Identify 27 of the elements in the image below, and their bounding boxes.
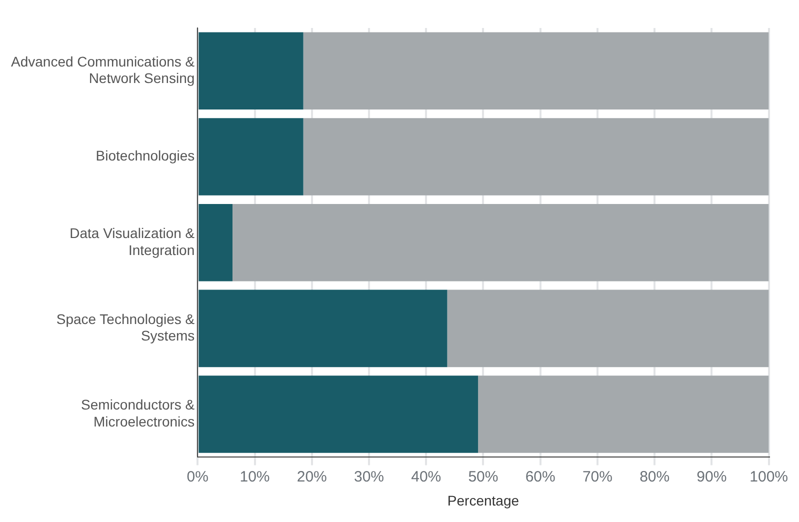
y-tick-label: Advanced Communications & Network Sensing: [10, 53, 196, 86]
x-tick-label: 100%: [750, 468, 788, 486]
x-tick-label: 30%: [354, 468, 384, 486]
bar: [198, 32, 304, 110]
bar: [198, 376, 478, 453]
x-tick-label: 60%: [525, 468, 556, 486]
bar: [232, 204, 769, 282]
x-tick-label: 40%: [411, 468, 442, 486]
y-tick-label: Semiconductors & Microelectronics: [81, 396, 196, 430]
bar: [198, 118, 304, 196]
x-tick-label: 80%: [640, 468, 670, 486]
bar: [478, 376, 769, 453]
bar: [303, 118, 769, 196]
bar: [303, 32, 769, 110]
bar: [198, 204, 232, 282]
x-tick-label: 50%: [468, 468, 498, 486]
x-tick-label: 0%: [186, 468, 208, 486]
x-tick-label: 20%: [296, 468, 327, 486]
x-tick-label: 90%: [696, 468, 727, 486]
y-tick-label: Space Technologies & Systems: [56, 310, 196, 344]
bar: [198, 290, 448, 368]
bar: [447, 290, 769, 368]
x-tick-label: 70%: [582, 468, 612, 486]
y-tick-label: Data Visualization & Integration: [70, 225, 196, 258]
x-tick-label: 10%: [240, 468, 270, 486]
x-axis-title: Percentage: [447, 492, 520, 508]
y-tick-label: Biotechnologies: [96, 148, 195, 164]
